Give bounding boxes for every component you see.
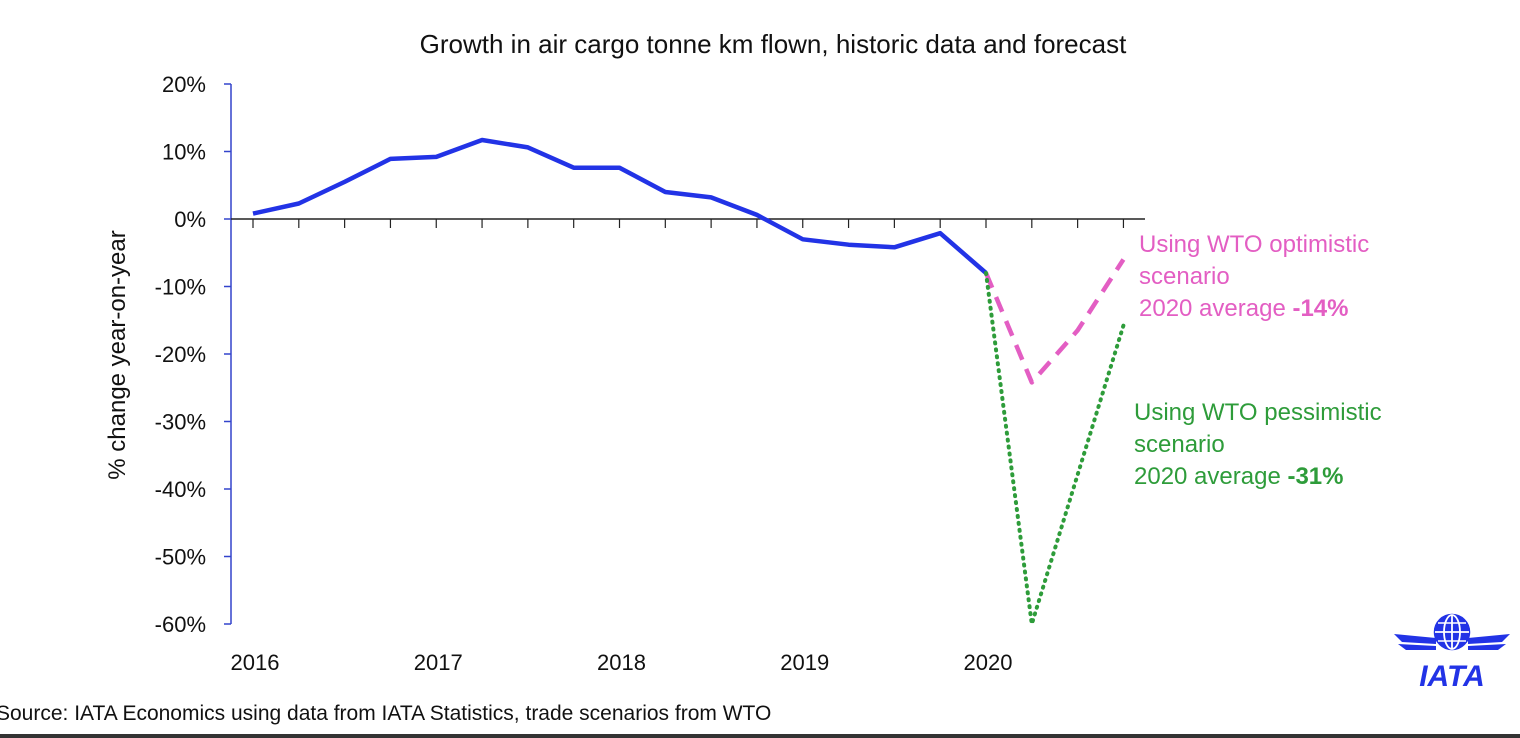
annotation-optimistic: Using WTO optimistic scenario 2020 avera…	[1139, 231, 1369, 322]
y-tick-label: 20%	[162, 72, 206, 97]
x-tick-label: 2016	[231, 650, 280, 675]
globe-icon	[1433, 613, 1471, 651]
x-tick-label: 2018	[597, 650, 646, 675]
annotation-pessimistic-value: -31%	[1287, 463, 1343, 490]
y-axis-label: % change year-on-year	[104, 230, 131, 479]
annotation-optimistic-value: -14%	[1292, 295, 1348, 322]
logo-wordmark: IATA	[1419, 660, 1485, 690]
series-line-historic	[252, 137, 988, 275]
bottom-divider	[0, 734, 1520, 738]
x-tick-label: 2019	[780, 650, 829, 675]
annotation-pessimistic: Using WTO pessimistic scenario 2020 aver…	[1134, 399, 1382, 490]
y-tick-label: -50%	[155, 545, 206, 570]
y-tick-label: -10%	[155, 275, 206, 300]
series-line-optimistic	[983, 258, 1126, 385]
series-group	[252, 137, 1126, 626]
annotation-optimistic-prefix: 2020 average	[1139, 295, 1292, 322]
x-tick-label: 2017	[414, 650, 463, 675]
y-tick-label: -40%	[155, 477, 206, 502]
annotation-pessimistic-prefix: 2020 average	[1134, 463, 1287, 490]
y-tick-label: -60%	[155, 612, 206, 637]
iata-logo: IATA	[1394, 613, 1510, 690]
y-tick-label: 0%	[174, 207, 206, 232]
x-tick-label: 2020	[964, 650, 1013, 675]
wings-icon	[1394, 634, 1510, 650]
annotation-pessimistic-line3: 2020 average -31%	[1134, 463, 1344, 490]
y-ticks: 20% 10% 0% -10% -20% -30% -40% -50% -60%	[155, 72, 231, 637]
x-ticks: 2016 2017 2018 2019 2020	[231, 219, 1125, 675]
annotation-optimistic-line3: 2020 average -14%	[1139, 295, 1349, 322]
y-tick-label: -20%	[155, 342, 206, 367]
annotation-optimistic-line1: Using WTO optimistic	[1139, 231, 1369, 258]
source-note: Source: IATA Economics using data from I…	[0, 702, 772, 725]
series-line-pessimistic	[984, 271, 1126, 626]
annotation-optimistic-line2: scenario	[1139, 263, 1230, 290]
chart-title: Growth in air cargo tonne km flown, hist…	[420, 29, 1127, 59]
annotation-pessimistic-line1: Using WTO pessimistic	[1134, 399, 1382, 426]
y-tick-label: 10%	[162, 140, 206, 165]
y-tick-label: -30%	[155, 410, 206, 435]
annotation-pessimistic-line2: scenario	[1134, 431, 1225, 458]
